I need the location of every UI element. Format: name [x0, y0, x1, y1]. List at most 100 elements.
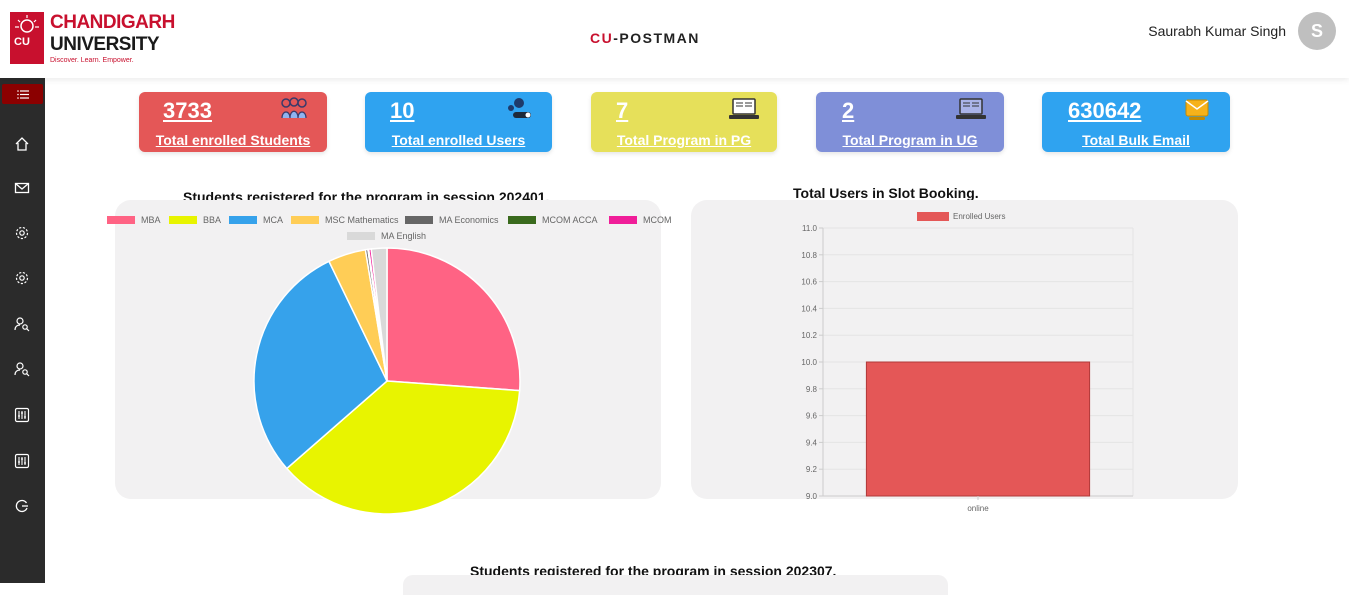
legend-item[interactable]: MBA: [107, 215, 161, 225]
y-tick-label: 10.2: [801, 331, 817, 340]
pie-slice-mba[interactable]: [386, 247, 521, 392]
legend-item[interactable]: BBA: [169, 215, 221, 225]
legend-item[interactable]: MCA: [229, 215, 283, 225]
legend-swatch: [291, 216, 319, 224]
sidebar-item-sliders-2[interactable]: [12, 451, 32, 471]
sidebar-item-sliders-1[interactable]: [12, 405, 32, 425]
top-bar: CU CHANDIGARH UNIVERSITY Discover. Learn…: [0, 0, 1349, 78]
card-label[interactable]: Total Program in UG: [842, 132, 978, 148]
user-search-icon: [14, 362, 30, 377]
chart-title-bar-slot-booking: Total Users in Slot Booking.: [793, 185, 979, 201]
legend-label: MBA: [141, 215, 161, 225]
y-tick-label: 9.6: [806, 412, 818, 421]
sliders-icon: [14, 453, 30, 469]
legend-swatch: [609, 216, 637, 224]
x-tick-label: online: [967, 504, 989, 513]
logo-line2: UNIVERSITY: [50, 34, 160, 55]
sidebar-item-settings-2[interactable]: [12, 268, 32, 288]
app-title: CU-POSTMAN: [590, 30, 700, 46]
card-total-students[interactable]: 3733 Total enrolled Students: [139, 92, 327, 152]
sidebar-item-mail[interactable]: [12, 178, 32, 198]
y-tick-label: 10.6: [801, 278, 817, 287]
y-tick-label: 11.0: [802, 224, 818, 233]
pie-chart: [253, 247, 521, 515]
logo-mark: CU: [14, 36, 30, 48]
legend-label: MA Economics: [439, 215, 499, 225]
legend-swatch: [229, 216, 257, 224]
legend-label: MCOM ACCA: [542, 215, 598, 225]
y-tick-label: 9.2: [806, 465, 818, 474]
laptop-icon: [956, 98, 986, 119]
y-tick-label: 9.8: [806, 385, 818, 394]
bar-chart: Enrolled Users 11.0 10.8 10.6 10.4 10.2 10.0 9.…: [801, 212, 1134, 513]
card-value[interactable]: 10: [390, 98, 415, 123]
legend-swatch: [405, 216, 433, 224]
legend-label: Enrolled Users: [953, 212, 1005, 221]
logo-tagline: Discover. Learn. Empower.: [50, 57, 134, 64]
laptop-icon: [729, 98, 759, 119]
university-logo[interactable]: CU CHANDIGARH UNIVERSITY Discover. Learn…: [10, 12, 175, 68]
legend-item[interactable]: MSC Mathematics: [291, 215, 399, 225]
sidebar-item-user-search-1[interactable]: [12, 314, 32, 334]
pie-slice-ma-english[interactable]: [370, 247, 388, 382]
user-profile[interactable]: Saurabh Kumar Singh S: [1142, 12, 1336, 50]
legend-label: MCA: [263, 215, 283, 225]
legend-swatch: [508, 216, 536, 224]
pie-slice-bba[interactable]: [285, 380, 521, 515]
sidebar-item-home[interactable]: [12, 134, 32, 154]
user-name: Saurabh Kumar Singh: [1142, 19, 1292, 43]
sliders-icon: [14, 407, 30, 423]
home-icon: [15, 137, 29, 151]
users-icon: [508, 98, 531, 118]
legend-swatch: [169, 216, 197, 224]
card-value[interactable]: 2: [842, 98, 855, 123]
card-label[interactable]: Total Bulk Email: [1082, 132, 1190, 148]
avatar[interactable]: S: [1298, 12, 1336, 50]
legend-swatch: [917, 212, 949, 221]
card-program-ug[interactable]: 2 Total Program in UG: [816, 92, 1004, 152]
user-search-icon: [14, 317, 30, 332]
legend-label: MA English: [381, 231, 427, 241]
y-tick-label: 9.4: [806, 438, 818, 447]
card-program-pg[interactable]: 7 Total Program in PG: [591, 92, 777, 152]
sun-emblem-icon: [15, 15, 39, 33]
legend-item[interactable]: MA Economics: [405, 215, 499, 225]
y-tick-label: 10.0: [801, 358, 817, 367]
legend-label: BBA: [203, 215, 222, 225]
avatar-initial: S: [1310, 20, 1323, 41]
card-label[interactable]: Total enrolled Students: [155, 132, 311, 148]
sidebar-item-settings-1[interactable]: [12, 223, 32, 243]
app-title-rest: -POSTMAN: [613, 30, 700, 46]
logo-emblem: CU: [10, 12, 44, 64]
pie-chart-panel-2: [403, 575, 948, 595]
mail-icon: [14, 182, 30, 194]
sidebar: [0, 78, 45, 583]
gear-icon: [15, 271, 29, 285]
app-title-accent: CU: [590, 30, 614, 46]
sidebar-item-logout[interactable]: [12, 496, 32, 516]
menu-toggle-button[interactable]: [2, 84, 43, 104]
legend-label: MCOM: [643, 215, 672, 225]
legend-label: MSC Mathematics: [325, 215, 399, 225]
card-label[interactable]: Total Program in PG: [616, 132, 752, 148]
legend-swatch: [347, 232, 375, 240]
card-total-users[interactable]: 10 Total enrolled Users: [365, 92, 552, 152]
email-icon: [1185, 99, 1209, 120]
card-value[interactable]: 630642: [1068, 98, 1142, 123]
students-icon: [281, 97, 307, 119]
bar-online[interactable]: [865, 361, 1091, 497]
legend-item[interactable]: MCOM: [609, 215, 672, 225]
legend-item[interactable]: MCOM ACCA: [508, 215, 598, 225]
sidebar-item-user-search-2[interactable]: [12, 359, 32, 379]
card-label[interactable]: Total enrolled Users: [391, 132, 526, 148]
y-tick-label: 10.4: [801, 304, 817, 313]
card-value[interactable]: 7: [616, 98, 629, 123]
card-value[interactable]: 3733: [163, 98, 212, 123]
legend-item[interactable]: MA English: [347, 231, 426, 241]
legend-swatch: [107, 216, 135, 224]
menu-icon: [16, 89, 29, 99]
card-bulk-email[interactable]: 630642 Total Bulk Email: [1042, 92, 1230, 152]
logout-icon: [15, 499, 28, 513]
gear-icon: [15, 226, 29, 240]
y-tick-label: 9.0: [806, 492, 818, 501]
